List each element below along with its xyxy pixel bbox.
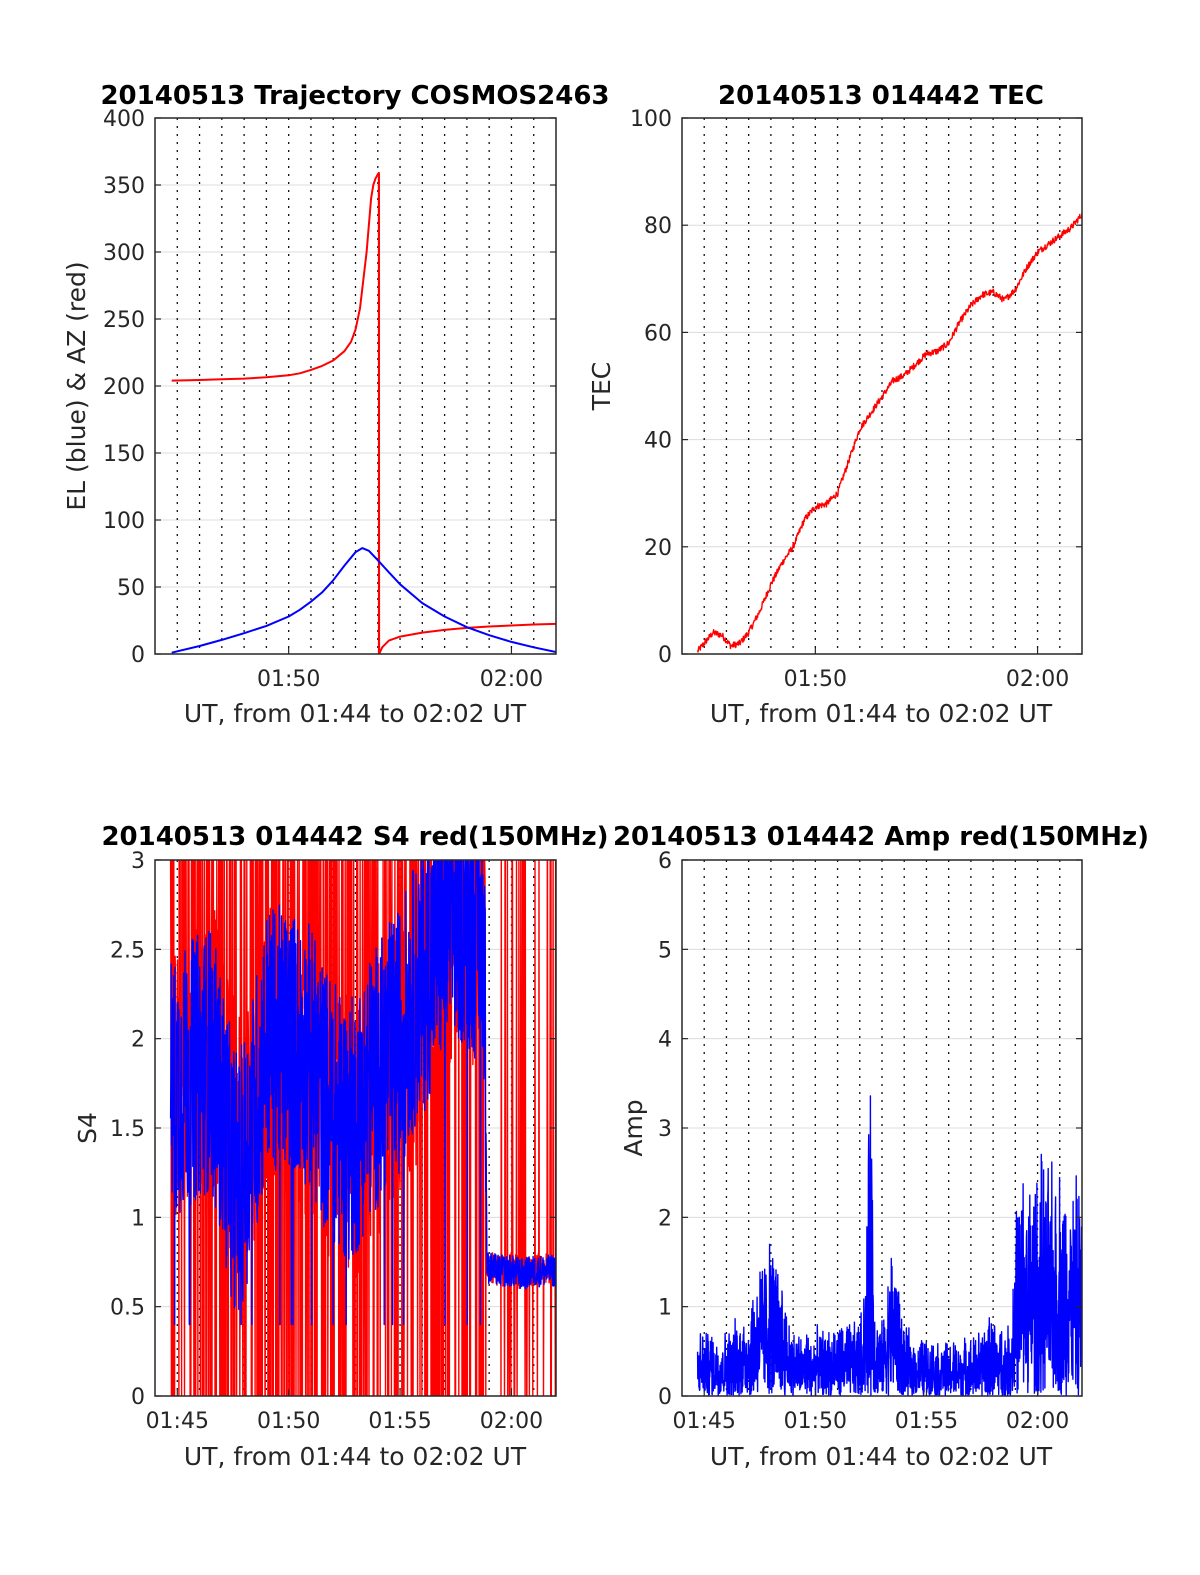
x-axis-label: UT, from 01:44 to 02:02 UT <box>710 1442 1053 1471</box>
chart-title: 20140513 014442 Amp red(150MHz) <box>613 822 1149 852</box>
series-line <box>169 860 556 1326</box>
x-axis-label: UT, from 01:44 to 02:02 UT <box>710 699 1053 728</box>
x-tick-label: 01:50 <box>784 667 847 692</box>
chart-title: 20140513 014442 S4 red(150MHz) <box>101 822 608 852</box>
x-tick-label: 01:50 <box>257 667 320 692</box>
x-axis-label: UT, from 01:44 to 02:02 UT <box>184 699 527 728</box>
y-tick-label: 0 <box>658 1385 672 1410</box>
y-axis-label: Amp <box>619 1099 648 1156</box>
y-tick-label: 0 <box>131 643 145 668</box>
series-line <box>696 1095 1082 1396</box>
panel-amp: 20140513 014442 Amp red(150MHz) Amp UT, … <box>613 822 1149 1471</box>
x-tick-label: 02:00 <box>1006 1409 1069 1434</box>
y-tick-label: 6 <box>658 849 672 874</box>
series-line <box>171 171 556 654</box>
y-tick-label: 0 <box>131 1385 145 1410</box>
y-tick-label: 4 <box>658 1028 672 1053</box>
y-tick-label: 0 <box>658 643 672 668</box>
y-tick-label: 100 <box>103 509 145 534</box>
y-tick-label: 150 <box>103 442 145 467</box>
y-tick-label: 3 <box>131 849 145 874</box>
y-axis-label: TEC <box>587 362 616 412</box>
x-tick-label: 02:00 <box>480 667 543 692</box>
y-tick-label: 5 <box>658 938 672 963</box>
x-tick-label: 02:00 <box>480 1409 543 1434</box>
x-tick-label: 01:55 <box>895 1409 958 1434</box>
y-axis-label: S4 <box>73 1112 102 1144</box>
series-line <box>171 547 556 654</box>
y-tick-label: 80 <box>644 214 672 239</box>
plot-area: 0 1 2 3 4 5 6 01:45 01:50 01:55 02:00 <box>658 849 1083 1434</box>
y-tick-label: 2 <box>131 1028 145 1053</box>
y-tick-label: 400 <box>103 107 145 132</box>
axes-box <box>681 117 1083 655</box>
y-axis-label: EL (blue) & AZ (red) <box>62 261 91 510</box>
x-tick-label: 01:50 <box>257 1409 320 1434</box>
x-tick-label: 01:45 <box>146 1409 209 1434</box>
plot-area: 0 20 40 60 80 100 01:50 02:00 <box>630 107 1083 692</box>
x-tick-label: 01:50 <box>784 1409 847 1434</box>
panel-s4: 20140513 014442 S4 red(150MHz) S4 UT, fr… <box>73 822 609 1471</box>
y-tick-label: 2.5 <box>110 938 145 963</box>
panel-trajectory: 20140513 Trajectory COSMOS2463 EL (blue)… <box>62 81 610 728</box>
y-tick-label: 1 <box>658 1296 672 1321</box>
y-tick-label: 1 <box>131 1206 145 1231</box>
y-tick-label: 20 <box>644 536 672 561</box>
y-tick-label: 2 <box>658 1206 672 1231</box>
y-tick-label: 350 <box>103 174 145 199</box>
y-tick-label: 3 <box>658 1117 672 1142</box>
chart-title: 20140513 014442 TEC <box>718 81 1044 111</box>
plot-area: 0 50 100 150 200 250 300 350 400 01:50 02:00 <box>103 107 557 692</box>
y-tick-label: 100 <box>630 107 672 132</box>
x-axis-label: UT, from 01:44 to 02:02 UT <box>184 1442 527 1471</box>
y-tick-label: 250 <box>103 308 145 333</box>
x-tick-label: 01:45 <box>673 1409 736 1434</box>
y-tick-label: 200 <box>103 375 145 400</box>
x-tick-label: 01:55 <box>368 1409 431 1434</box>
y-tick-label: 0.5 <box>110 1296 145 1321</box>
y-tick-label: 50 <box>117 576 145 601</box>
x-tick-label: 02:00 <box>1006 667 1069 692</box>
series-line <box>696 212 1082 653</box>
y-tick-label: 300 <box>103 241 145 266</box>
y-tick-label: 1.5 <box>110 1117 145 1142</box>
y-tick-label: 60 <box>644 321 672 346</box>
chart-title: 20140513 Trajectory COSMOS2463 <box>100 81 609 111</box>
plot-area: 0 0.5 1 1.5 2 2.5 3 01:45 01:50 01:55 02:00 <box>110 849 557 1434</box>
y-tick-label: 40 <box>644 429 672 454</box>
panel-tec: 20140513 014442 TEC TEC UT, from 01:44 t… <box>587 81 1083 728</box>
